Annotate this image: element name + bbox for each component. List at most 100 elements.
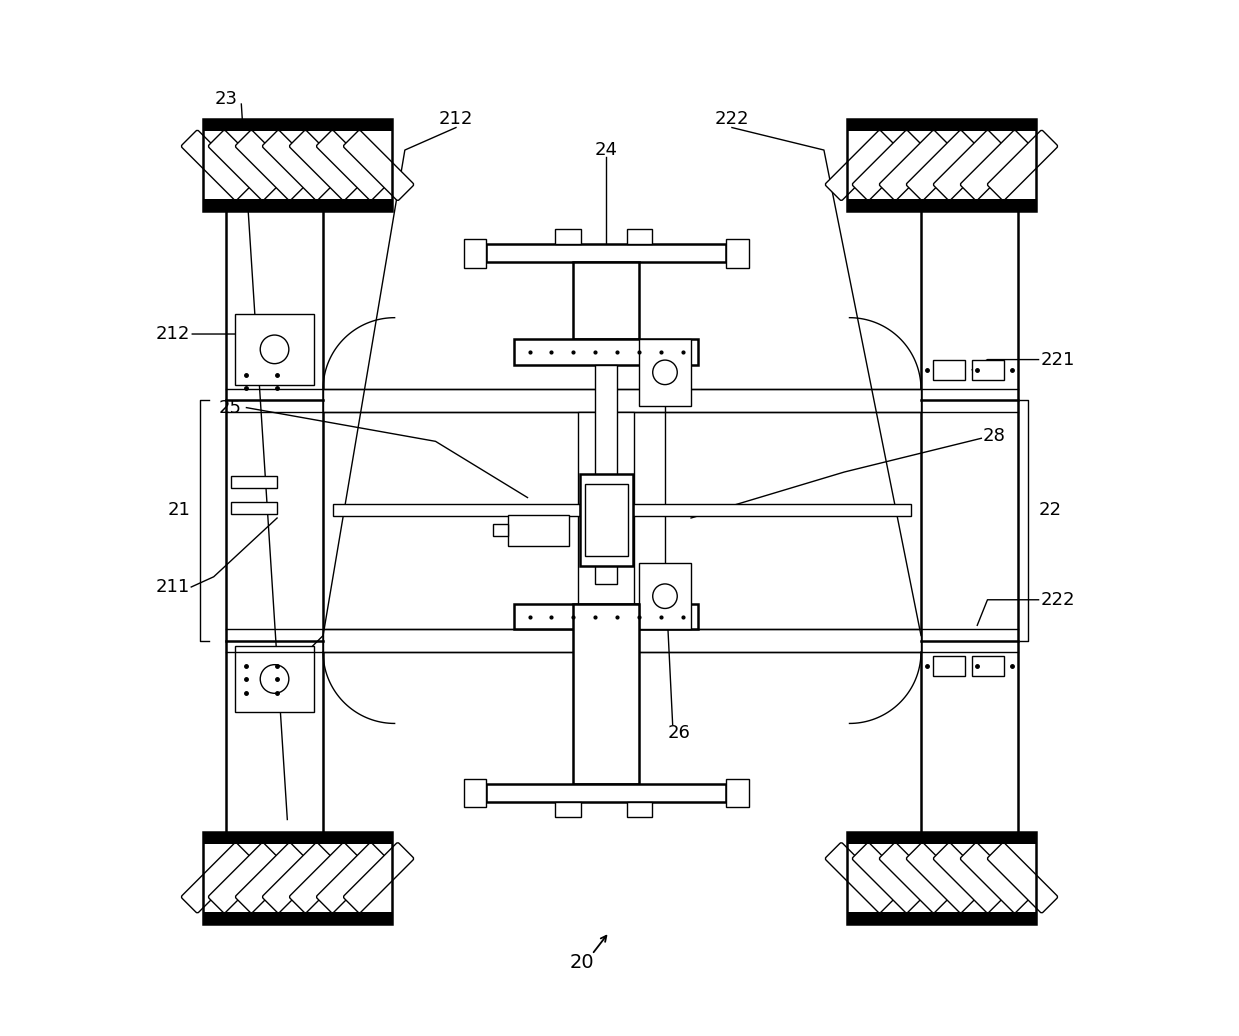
FancyBboxPatch shape xyxy=(987,842,1058,913)
FancyBboxPatch shape xyxy=(208,131,279,200)
Bar xyxy=(585,484,628,556)
Circle shape xyxy=(898,915,904,921)
Circle shape xyxy=(307,915,315,921)
FancyBboxPatch shape xyxy=(880,842,949,913)
Circle shape xyxy=(1006,202,1012,208)
FancyBboxPatch shape xyxy=(852,131,923,200)
Circle shape xyxy=(871,202,877,208)
Circle shape xyxy=(979,202,985,208)
Circle shape xyxy=(979,835,985,841)
FancyBboxPatch shape xyxy=(907,842,976,913)
FancyBboxPatch shape xyxy=(290,131,359,200)
Circle shape xyxy=(281,915,287,921)
Circle shape xyxy=(898,122,904,128)
FancyBboxPatch shape xyxy=(907,131,976,200)
Bar xyxy=(333,503,580,516)
Text: 23: 23 xyxy=(214,90,238,108)
FancyBboxPatch shape xyxy=(880,131,949,200)
Circle shape xyxy=(924,915,932,921)
Circle shape xyxy=(871,835,877,841)
Circle shape xyxy=(227,835,233,841)
Bar xyxy=(225,206,323,851)
Circle shape xyxy=(227,915,233,921)
Text: 212: 212 xyxy=(156,325,191,343)
FancyBboxPatch shape xyxy=(933,842,1004,913)
Bar xyxy=(847,119,1036,132)
Circle shape xyxy=(254,122,260,128)
Circle shape xyxy=(979,122,985,128)
Circle shape xyxy=(871,122,877,128)
Circle shape xyxy=(307,835,315,841)
Circle shape xyxy=(924,835,932,841)
Circle shape xyxy=(898,835,904,841)
FancyBboxPatch shape xyxy=(290,842,359,913)
Circle shape xyxy=(227,122,233,128)
FancyBboxPatch shape xyxy=(852,842,923,913)
Bar xyxy=(627,229,652,244)
Bar xyxy=(486,784,726,802)
Bar xyxy=(847,832,1036,843)
Bar xyxy=(323,390,921,411)
FancyBboxPatch shape xyxy=(208,842,279,913)
FancyBboxPatch shape xyxy=(263,842,332,913)
Bar xyxy=(572,262,639,339)
Bar xyxy=(508,515,570,546)
Bar xyxy=(232,501,278,514)
Text: 222: 222 xyxy=(1041,591,1075,609)
Text: 22: 22 xyxy=(1038,501,1062,519)
Text: 211: 211 xyxy=(156,578,191,596)
Bar xyxy=(847,119,1036,211)
Bar xyxy=(579,411,634,630)
Circle shape xyxy=(254,915,260,921)
Bar xyxy=(203,832,392,843)
Circle shape xyxy=(281,122,287,128)
Bar xyxy=(921,206,1018,851)
Bar xyxy=(235,314,313,385)
Bar xyxy=(639,339,690,405)
Circle shape xyxy=(362,122,368,128)
Circle shape xyxy=(952,915,958,921)
Text: 26: 26 xyxy=(668,723,690,742)
Bar xyxy=(493,524,508,537)
Bar xyxy=(595,365,617,584)
Bar xyxy=(933,359,965,380)
Circle shape xyxy=(307,122,315,128)
Text: 221: 221 xyxy=(1041,350,1075,369)
Circle shape xyxy=(254,835,260,841)
Text: 20: 20 xyxy=(570,953,593,972)
FancyBboxPatch shape xyxy=(960,842,1031,913)
Bar xyxy=(514,339,699,365)
Circle shape xyxy=(335,202,341,208)
Circle shape xyxy=(1006,122,1012,128)
Bar xyxy=(572,604,639,784)
FancyBboxPatch shape xyxy=(825,131,896,200)
Circle shape xyxy=(335,915,341,921)
Bar xyxy=(555,229,581,244)
Text: 28: 28 xyxy=(983,427,1005,445)
Circle shape xyxy=(335,835,341,841)
Bar xyxy=(463,779,486,807)
Bar xyxy=(847,119,1036,211)
Circle shape xyxy=(362,915,368,921)
FancyBboxPatch shape xyxy=(343,131,414,200)
Bar xyxy=(235,645,313,712)
Bar xyxy=(555,802,581,817)
FancyBboxPatch shape xyxy=(181,131,252,200)
FancyBboxPatch shape xyxy=(316,842,387,913)
Bar xyxy=(203,119,392,211)
Text: 212: 212 xyxy=(439,111,473,128)
Bar xyxy=(847,832,1036,924)
Text: 24: 24 xyxy=(595,141,618,160)
FancyBboxPatch shape xyxy=(235,131,306,200)
Bar xyxy=(463,239,486,267)
Bar xyxy=(639,563,690,630)
Text: 222: 222 xyxy=(715,111,750,128)
Circle shape xyxy=(281,202,287,208)
Bar xyxy=(203,119,392,211)
Bar xyxy=(232,477,278,488)
Text: 21: 21 xyxy=(167,501,191,519)
Circle shape xyxy=(871,915,877,921)
Bar xyxy=(203,912,392,924)
Circle shape xyxy=(924,122,932,128)
FancyBboxPatch shape xyxy=(316,131,387,200)
